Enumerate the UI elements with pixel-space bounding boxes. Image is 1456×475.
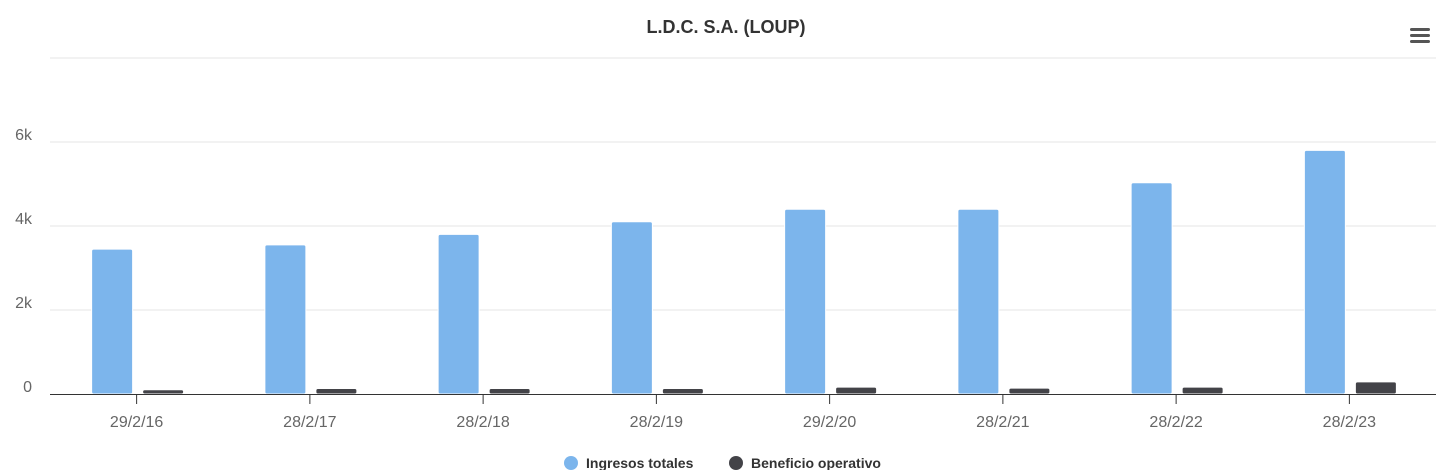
grid-lines [50,57,1436,311]
bars [91,149,1397,395]
legend-item-ingresos[interactable]: Ingresos totales [564,455,694,471]
x-axis: 29/2/16 28/2/17 28/2/18 28/2/19 29/2/20 28/2/… [50,394,1436,431]
chart-title: L.D.C. S.A. (LOUP) [647,17,806,37]
x-tick-label: 28/2/19 [630,414,683,431]
bar-ingresos-1[interactable] [264,244,307,395]
bar-beneficio-7[interactable] [1354,381,1397,395]
hamburger-menu-icon [1410,28,1430,43]
x-tick-label: 28/2/22 [1149,414,1202,431]
x-tick-label: 28/2/18 [456,414,509,431]
bar-beneficio-3[interactable] [661,388,704,395]
bar-ingresos-0[interactable] [91,248,134,395]
x-tick-label: 29/2/20 [803,414,856,431]
legend-marker [564,456,578,470]
x-tick-label: 28/2/21 [976,414,1029,431]
legend-marker [729,456,743,470]
x-tick-label: 29/2/16 [110,414,163,431]
bar-ingresos-5[interactable] [957,208,1000,395]
x-tick-label: 28/2/17 [283,414,336,431]
bar-beneficio-6[interactable] [1181,386,1224,395]
legend: Ingresos totales Beneficio operativo [564,455,881,471]
legend-label: Ingresos totales [586,455,694,470]
bar-beneficio-2[interactable] [488,388,531,395]
y-tick-label: 4k [15,211,33,228]
legend-label: Beneficio operativo [751,455,881,470]
y-tick-label: 0 [23,379,32,396]
chart-menu-button[interactable] [1406,22,1434,48]
y-tick-label: 6k [15,127,33,144]
bar-beneficio-5[interactable] [1008,387,1051,395]
bar-ingresos-4[interactable] [784,208,827,395]
bar-beneficio-4[interactable] [835,386,878,395]
y-axis-labels: 0 2k 4k 6k [15,127,33,396]
bar-beneficio-1[interactable] [315,388,358,395]
y-tick-label: 2k [15,295,33,312]
bar-beneficio-0[interactable] [142,389,185,395]
bar-ingresos-7[interactable] [1303,149,1346,395]
x-tick-label: 28/2/23 [1323,414,1376,431]
bar-ingresos-3[interactable] [610,221,653,395]
bar-ingresos-2[interactable] [437,233,480,395]
bar-ingresos-6[interactable] [1130,182,1173,395]
legend-item-beneficio[interactable]: Beneficio operativo [729,455,881,471]
